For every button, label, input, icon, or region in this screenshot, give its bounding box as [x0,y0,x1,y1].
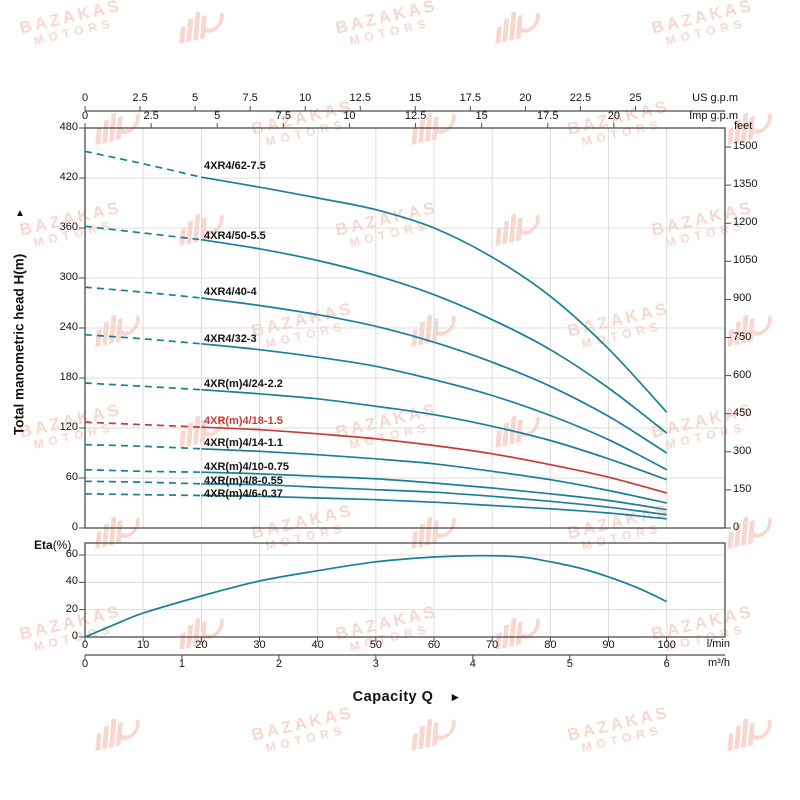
head-m-tick-label: 420 [59,171,78,183]
head-m-tick-label: 360 [59,221,78,233]
curve-label-4xr4-40-4: 4XR4/40-4 [204,286,257,298]
imp-gpm-tick-label: 7.5 [275,110,291,122]
head-m-tick-label: 300 [59,271,78,283]
head-m-tick-label: 0 [71,521,78,533]
m3h-tick-label: 2 [275,658,282,670]
lmin-tick-label: 80 [544,639,557,651]
head-m-tick-label: 120 [59,421,78,433]
x-axis-title-text: Capacity Q [352,689,434,705]
eta-axis-label: Eta(%) [34,538,71,552]
m3h-tick-label: 3 [372,658,379,670]
eta-tick-label: 40 [65,575,78,588]
us-gpm-unit-label: US g.p.m [692,92,738,104]
eta-tick-label: 20 [65,602,78,615]
head-m-tick-label: 240 [59,321,78,333]
feet-unit-label: feet [734,120,753,132]
head-axis-up-arrow-icon: ▲ [15,208,25,219]
lmin-tick-label: 90 [602,639,615,651]
curve-label-4xr4-32-3: 4XR4/32-3 [204,333,257,345]
feet-tick-label: 1350 [733,178,758,191]
feet-tick-label: 750 [733,330,752,343]
curve-label-4xr4-62-7-5: 4XR4/62-7.5 [204,160,266,172]
m3h-tick-label: 5 [566,658,573,670]
m3h-tick-label: 6 [663,658,670,670]
lmin-tick-label: 100 [657,639,676,651]
us-gpm-tick-label: 2.5 [132,92,148,104]
lmin-tick-label: 30 [253,639,266,651]
feet-tick-label: 1200 [733,216,758,229]
feet-tick-label: 300 [733,444,752,457]
us-gpm-tick-label: 25 [629,92,642,104]
feet-tick-label: 600 [733,368,752,381]
head-m-tick-label: 180 [59,371,78,383]
curve-label-4xr-m-4-6-0-37: 4XR(m)4/6-0.37 [204,488,283,500]
lmin-tick-label: 20 [195,639,208,651]
imp-gpm-tick-label: 12.5 [404,110,427,122]
capacity-right-arrow-icon: ► [449,690,462,704]
m3h-tick-label: 0 [81,658,89,670]
lmin-tick-label: 60 [427,639,441,651]
curve-label-4xr-m-4-14-1-1: 4XR(m)4/14-1.1 [204,437,283,449]
feet-tick-label: 450 [733,406,752,419]
curve-label-4xr-m-4-24-2-2: 4XR(m)4/24-2.2 [204,378,283,390]
eta-axis-label-unit: (%) [52,538,72,552]
feet-tick-label: 900 [733,292,752,305]
us-gpm-tick-label: 15 [409,92,422,104]
us-gpm-tick-label: 10 [299,92,312,104]
m3h-tick-label: 4 [469,658,476,670]
imp-gpm-tick-label: 0 [81,110,89,122]
feet-tick-label: 1050 [733,254,758,267]
feet-tick-label: 0 [733,521,740,533]
lmin-unit-label: l/min [706,638,730,650]
curve-label-4xr-m-4-10-0-75: 4XR(m)4/10-0.75 [204,461,289,473]
lmin-tick-label: 70 [486,639,499,651]
y-axis-title: Total manometric head H(m) [11,253,27,435]
us-gpm-tick-label: 12.5 [349,92,371,104]
imp-gpm-unit-label: Imp g.p.m [689,110,738,122]
imp-gpm-tick-label: 5 [214,110,221,122]
us-gpm-tick-label: 20 [519,92,532,104]
lmin-tick-label: 10 [137,639,150,651]
head-m-tick-label: 480 [59,121,78,133]
us-gpm-tick-label: 17.5 [459,92,482,104]
curve-label-4xr4-50-5-5: 4XR4/50-5.5 [204,230,266,242]
eta-tick-label: 0 [71,630,78,642]
feet-tick-label: 150 [733,482,752,495]
m3h-tick-label: 1 [178,658,185,670]
eta-tick-label: 60 [65,548,78,560]
lmin-tick-label: 50 [369,639,382,651]
imp-gpm-tick-label: 2.5 [143,110,159,122]
eta-axis-label-text: Eta [34,538,53,552]
imp-gpm-tick-label: 20 [607,110,621,122]
us-gpm-tick-label: 22.5 [569,92,592,104]
x-axis-title: Capacity Q ► [353,689,462,705]
imp-gpm-tick-label: 10 [343,110,356,122]
imp-gpm-tick-label: 17.5 [537,110,559,122]
curve-label-4xr-m-4-18-1-5: 4XR(m)4/18-1.5 [204,415,283,427]
feet-tick-label: 1500 [733,140,758,152]
us-gpm-tick-label: 5 [192,92,199,104]
lmin-tick-label: 0 [81,639,89,651]
lmin-tick-label: 40 [311,639,324,651]
us-gpm-tick-label: 7.5 [242,92,258,104]
imp-gpm-tick-label: 15 [475,110,488,122]
m3h-unit-label: m³/h [708,657,730,669]
curve-label-4xr-m-4-8-0-55: 4XR(m)4/8-0.55 [204,475,283,487]
us-gpm-tick-label: 0 [81,92,89,104]
head-m-tick-label: 60 [65,471,78,483]
